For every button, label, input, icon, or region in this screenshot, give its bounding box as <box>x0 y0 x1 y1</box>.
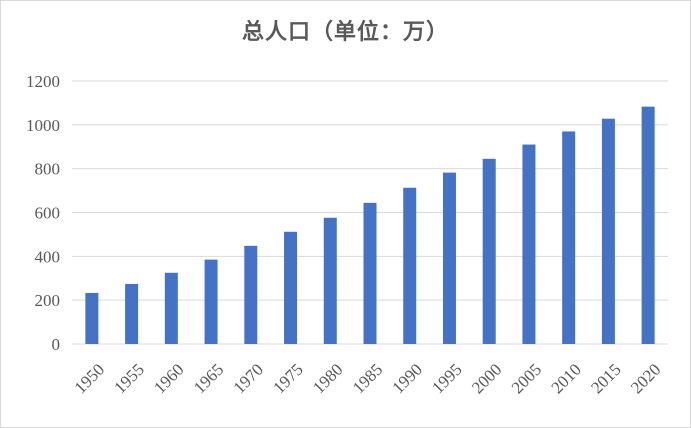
y-tick-label: 400 <box>35 247 61 266</box>
y-tick-label: 1200 <box>26 72 60 91</box>
y-tick-label: 1000 <box>26 116 60 135</box>
bar-1990 <box>403 187 417 344</box>
bar-1980 <box>323 217 337 344</box>
x-tick-label: 2015 <box>587 360 624 397</box>
y-tick-label: 800 <box>35 160 61 179</box>
bar-2010 <box>562 131 576 344</box>
chart-title: 总人口（单位：万） <box>241 19 449 45</box>
bar-1995 <box>442 172 456 344</box>
x-tick-label: 1995 <box>428 360 465 397</box>
x-axis-ticks: 1950 1955 1960 1965 1970 1975 1980 1985 1990 1995… <box>71 360 665 397</box>
bar-2005 <box>522 144 536 344</box>
y-axis-ticks: 0 200 400 600 800 1000 1200 <box>26 72 60 354</box>
x-tick-label: 1975 <box>269 360 306 397</box>
bar-2015 <box>601 118 615 345</box>
x-tick-label: 1950 <box>71 360 108 397</box>
x-tick-label: 2005 <box>508 360 545 397</box>
x-tick-label: 1970 <box>230 360 267 397</box>
x-tick-label: 1955 <box>110 360 147 397</box>
bar-1960 <box>164 272 178 344</box>
x-tick-label: 1965 <box>190 360 227 397</box>
x-tick-label: 1980 <box>309 360 346 397</box>
bar-1985 <box>363 202 377 344</box>
x-tick-label: 1990 <box>389 360 426 397</box>
bar-2000 <box>482 158 496 344</box>
y-tick-label: 600 <box>35 204 61 223</box>
bar-1955 <box>125 283 139 344</box>
y-tick-label: 200 <box>35 291 61 310</box>
bar-1975 <box>284 231 298 344</box>
bar-2020 <box>641 106 655 344</box>
bar-1970 <box>244 245 258 344</box>
x-tick-label: 1985 <box>349 360 386 397</box>
x-tick-label: 2000 <box>468 360 505 397</box>
x-tick-label: 2020 <box>627 360 664 397</box>
bars <box>85 106 655 345</box>
bar-1950 <box>85 292 99 344</box>
x-tick-label: 2010 <box>548 360 585 397</box>
bar-1965 <box>204 259 218 344</box>
x-tick-label: 1960 <box>150 360 187 397</box>
y-tick-label: 0 <box>52 335 61 354</box>
